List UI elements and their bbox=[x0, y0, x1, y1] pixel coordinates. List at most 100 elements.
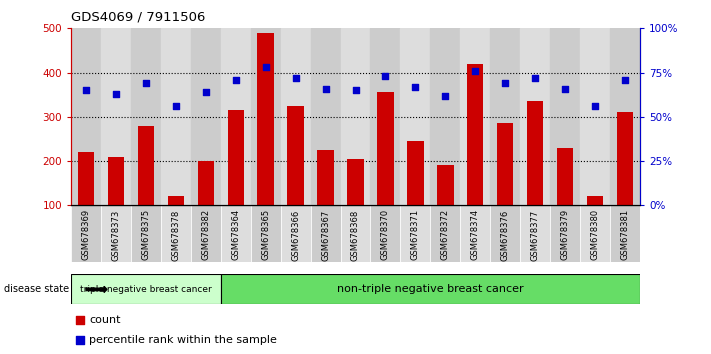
Bar bbox=[437, 166, 454, 250]
Text: GSM678377: GSM678377 bbox=[530, 209, 540, 261]
Bar bbox=[520, 205, 550, 262]
Bar bbox=[557, 148, 573, 250]
Text: GSM678368: GSM678368 bbox=[351, 209, 360, 261]
Text: triple negative breast cancer: triple negative breast cancer bbox=[80, 285, 212, 294]
Point bbox=[260, 64, 272, 70]
Bar bbox=[341, 205, 370, 262]
Text: non-triple negative breast cancer: non-triple negative breast cancer bbox=[337, 284, 524, 295]
FancyArrow shape bbox=[86, 286, 107, 292]
Text: GSM678371: GSM678371 bbox=[411, 209, 420, 261]
Bar bbox=[228, 110, 244, 250]
Point bbox=[350, 87, 361, 93]
Point bbox=[410, 84, 421, 90]
Text: GSM678364: GSM678364 bbox=[231, 209, 240, 261]
Bar bbox=[251, 28, 281, 205]
Bar bbox=[616, 113, 634, 250]
Text: count: count bbox=[90, 315, 121, 325]
Bar bbox=[221, 28, 251, 205]
Text: percentile rank within the sample: percentile rank within the sample bbox=[90, 335, 277, 345]
Point bbox=[290, 75, 301, 81]
Bar bbox=[168, 196, 184, 250]
Bar bbox=[550, 28, 580, 205]
Text: GSM678379: GSM678379 bbox=[560, 209, 570, 261]
Point bbox=[200, 89, 211, 95]
Point bbox=[619, 77, 631, 82]
Point bbox=[140, 80, 151, 86]
Bar bbox=[281, 205, 311, 262]
Bar bbox=[430, 205, 460, 262]
Bar bbox=[460, 28, 490, 205]
Text: GSM678365: GSM678365 bbox=[261, 209, 270, 261]
Point bbox=[560, 86, 571, 91]
Bar bbox=[101, 205, 131, 262]
Bar bbox=[400, 28, 430, 205]
Bar bbox=[161, 28, 191, 205]
Bar bbox=[287, 106, 304, 250]
Bar bbox=[490, 28, 520, 205]
Text: GDS4069 / 7911506: GDS4069 / 7911506 bbox=[71, 11, 205, 24]
Bar bbox=[580, 28, 610, 205]
Text: GSM678381: GSM678381 bbox=[621, 209, 629, 261]
Text: GSM678382: GSM678382 bbox=[201, 209, 210, 261]
Bar bbox=[467, 64, 483, 250]
Bar bbox=[341, 28, 370, 205]
Bar bbox=[131, 28, 161, 205]
Bar bbox=[430, 28, 460, 205]
Bar bbox=[587, 196, 603, 250]
Point bbox=[427, 48, 439, 54]
Point bbox=[320, 86, 331, 91]
Bar bbox=[400, 205, 430, 262]
Bar bbox=[610, 205, 640, 262]
Bar bbox=[490, 205, 520, 262]
Bar bbox=[71, 205, 101, 262]
Bar bbox=[317, 150, 333, 250]
Bar bbox=[191, 28, 221, 205]
Text: GSM678373: GSM678373 bbox=[112, 209, 120, 261]
Bar bbox=[460, 205, 490, 262]
Bar bbox=[281, 28, 311, 205]
Bar bbox=[71, 28, 101, 205]
Text: GSM678369: GSM678369 bbox=[82, 209, 90, 261]
Bar bbox=[198, 161, 214, 250]
Bar bbox=[101, 28, 131, 205]
Text: GSM678367: GSM678367 bbox=[321, 209, 330, 261]
Text: GSM678376: GSM678376 bbox=[501, 209, 510, 261]
Bar bbox=[221, 205, 251, 262]
Bar bbox=[550, 205, 580, 262]
Bar bbox=[221, 274, 640, 304]
Bar bbox=[161, 205, 191, 262]
Point bbox=[80, 87, 92, 93]
Text: GSM678374: GSM678374 bbox=[471, 209, 480, 261]
Bar bbox=[610, 28, 640, 205]
Point bbox=[530, 75, 541, 81]
Bar bbox=[580, 205, 610, 262]
Point bbox=[469, 68, 481, 74]
Bar bbox=[77, 152, 95, 250]
Point bbox=[380, 73, 391, 79]
Point bbox=[439, 93, 451, 98]
Text: GSM678366: GSM678366 bbox=[291, 209, 300, 261]
Bar bbox=[527, 101, 543, 250]
Point bbox=[170, 103, 181, 109]
Bar bbox=[257, 33, 274, 250]
Point bbox=[500, 80, 511, 86]
Text: GSM678378: GSM678378 bbox=[171, 209, 181, 261]
Text: disease state: disease state bbox=[4, 284, 69, 295]
Bar bbox=[497, 124, 513, 250]
Bar bbox=[520, 28, 550, 205]
Bar bbox=[311, 205, 341, 262]
Point bbox=[589, 103, 601, 109]
Bar bbox=[347, 159, 364, 250]
Text: GSM678375: GSM678375 bbox=[141, 209, 151, 261]
Bar bbox=[131, 205, 161, 262]
Bar bbox=[311, 28, 341, 205]
Bar bbox=[71, 274, 221, 304]
Bar bbox=[370, 28, 400, 205]
Bar bbox=[251, 205, 281, 262]
Bar bbox=[378, 92, 394, 250]
Text: GSM678380: GSM678380 bbox=[591, 209, 599, 261]
Bar bbox=[108, 156, 124, 250]
Bar bbox=[407, 141, 424, 250]
Bar bbox=[370, 205, 400, 262]
Bar bbox=[138, 126, 154, 250]
